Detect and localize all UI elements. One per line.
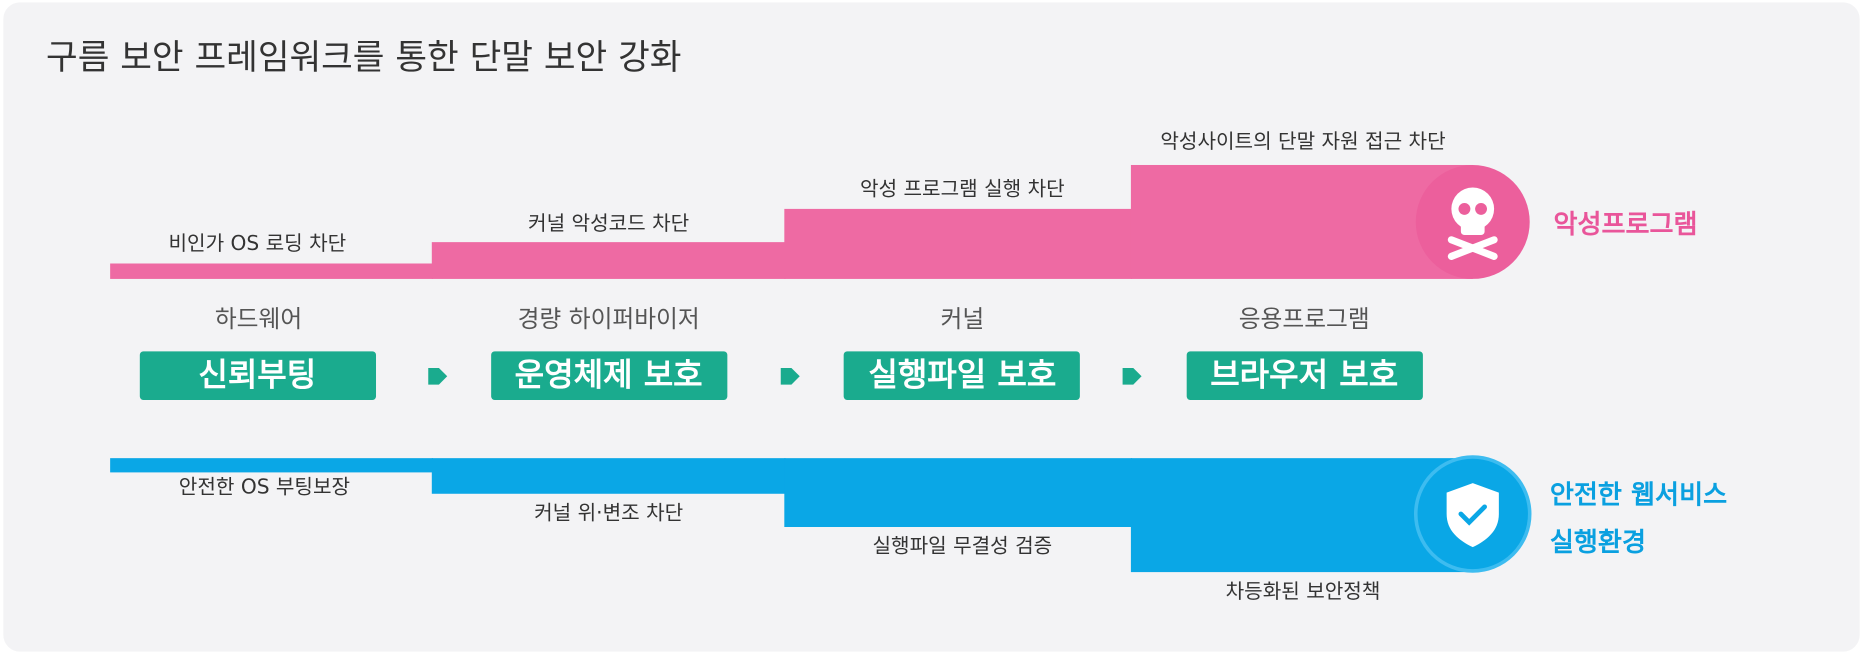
- arrow: [780, 367, 800, 385]
- stair: [431, 458, 786, 494]
- safe-step: 안전한 OS 부팅보장: [179, 474, 350, 498]
- stage-box: [139, 351, 377, 400]
- stage-category: 하드웨어: [215, 305, 302, 333]
- stage-label: 운영체제 보호: [515, 355, 703, 393]
- threat-step: 악성사이트의 단말 자원 접근 차단: [1160, 129, 1445, 153]
- threat-step: 비인가 OS 로딩 차단: [168, 231, 346, 255]
- stage-label: 신뢰부팅: [198, 355, 316, 393]
- stage-boxes: [139, 351, 1423, 400]
- stage-category: 응용프로그램: [1239, 305, 1370, 333]
- stair: [431, 242, 786, 279]
- stair: [784, 458, 1133, 527]
- safe-step: 커널 위·변조 차단: [534, 500, 683, 524]
- stage-label: 브라우저 보호: [1210, 355, 1398, 393]
- skull-icon: [1447, 187, 1498, 260]
- safe-label: 실행환경: [1550, 528, 1646, 558]
- stair: [110, 458, 433, 473]
- threat-step: 악성 프로그램 실행 차단: [860, 176, 1065, 200]
- arrow: [1122, 367, 1142, 385]
- safe-label: 안전한 웹서비스: [1550, 481, 1727, 511]
- shield-icon: [1446, 483, 1499, 548]
- stage-box: [1186, 351, 1423, 400]
- safe-step: 차등화된 보안정책: [1226, 579, 1381, 603]
- stage-category: 경량 하이퍼바이저: [518, 305, 700, 333]
- stair: [110, 263, 433, 279]
- check-icon: [1458, 504, 1487, 526]
- stair: [784, 208, 1133, 279]
- stage-label: 실행파일 보호: [868, 355, 1056, 393]
- safe-step: 실행파일 무결성 검증: [873, 534, 1053, 558]
- title: 구름 보안 프레임워크를 통한 단말 보안 강화: [46, 38, 681, 78]
- arrow: [428, 367, 448, 385]
- stage-box: [491, 351, 728, 400]
- threat-step: 커널 악성코드 차단: [528, 211, 689, 235]
- threat-label: 악성프로그램: [1553, 210, 1697, 240]
- stage-box: [843, 351, 1080, 400]
- stage-category: 커널: [941, 305, 985, 333]
